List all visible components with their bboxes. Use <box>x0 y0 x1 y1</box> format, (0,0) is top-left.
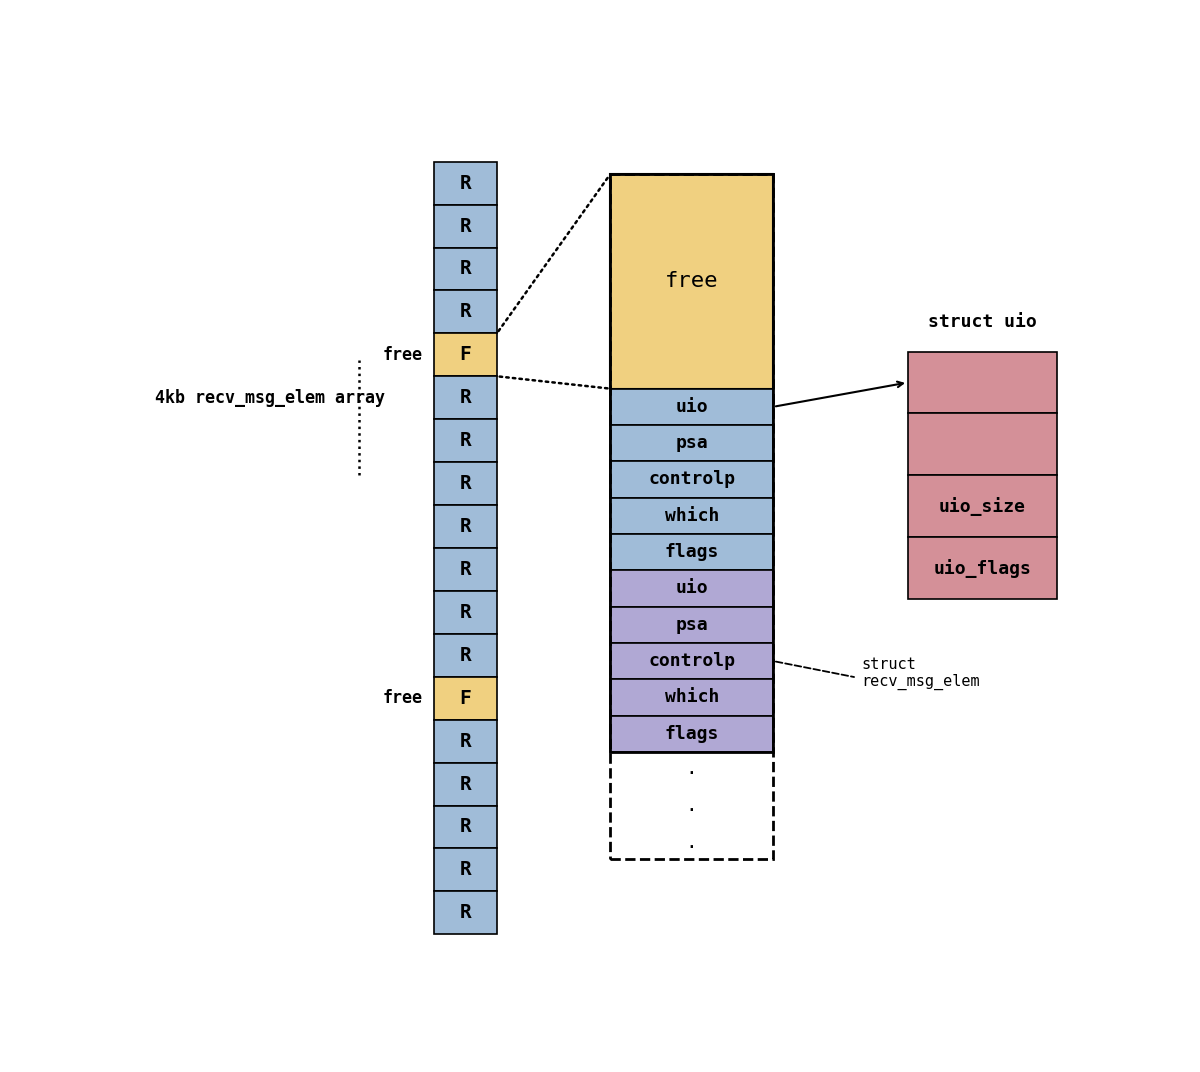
Bar <box>433 591 497 634</box>
Text: free: free <box>383 689 422 708</box>
Text: R: R <box>460 602 472 622</box>
Bar <box>433 848 497 891</box>
Text: R: R <box>460 217 472 236</box>
Text: controlp: controlp <box>648 471 736 489</box>
Bar <box>611 425 773 461</box>
Text: controlp: controlp <box>648 652 736 670</box>
Bar <box>611 174 773 859</box>
Text: R: R <box>460 775 472 793</box>
Text: which: which <box>665 688 719 706</box>
Text: R: R <box>460 431 472 450</box>
Bar <box>433 548 497 591</box>
Text: free: free <box>383 346 422 363</box>
Bar <box>611 643 773 680</box>
Text: free: free <box>665 271 719 292</box>
Text: 4kb recv_msg_elem array: 4kb recv_msg_elem array <box>155 389 385 406</box>
Bar <box>433 462 497 505</box>
Text: struct
recv_msg_elem: struct recv_msg_elem <box>862 657 980 690</box>
Bar <box>611 174 773 389</box>
Text: uio_size: uio_size <box>938 496 1026 516</box>
Bar <box>433 719 497 762</box>
Bar <box>433 205 497 248</box>
Text: R: R <box>460 474 472 493</box>
Bar <box>611 389 773 425</box>
Bar <box>433 891 497 935</box>
Text: R: R <box>460 645 472 665</box>
Bar <box>433 333 497 376</box>
Text: R: R <box>460 174 472 193</box>
Bar <box>611 534 773 570</box>
Text: F: F <box>460 688 472 708</box>
Bar <box>433 248 497 291</box>
Bar <box>433 505 497 548</box>
Bar <box>611 497 773 534</box>
Bar <box>433 805 497 848</box>
Bar <box>908 537 1057 599</box>
Text: R: R <box>460 731 472 750</box>
Bar <box>433 291 497 333</box>
Text: R: R <box>460 861 472 879</box>
Text: uio: uio <box>676 398 708 416</box>
Bar <box>611 680 773 715</box>
Text: R: R <box>460 904 472 922</box>
Text: uio_flags: uio_flags <box>934 559 1031 578</box>
Text: R: R <box>460 388 472 407</box>
Text: R: R <box>460 517 472 536</box>
Bar <box>908 352 1057 414</box>
Bar <box>611 715 773 751</box>
Bar <box>433 676 497 719</box>
Bar <box>433 162 497 205</box>
Bar <box>433 376 497 419</box>
Text: psa: psa <box>676 434 708 452</box>
Text: uio: uio <box>676 579 708 597</box>
Text: psa: psa <box>676 615 708 634</box>
Text: R: R <box>460 259 472 279</box>
Bar <box>433 419 497 462</box>
Bar <box>611 607 773 643</box>
Text: F: F <box>460 345 472 364</box>
Text: R: R <box>460 560 472 579</box>
Text: flags: flags <box>665 725 719 743</box>
Text: R: R <box>460 818 472 836</box>
Bar <box>433 634 497 676</box>
Bar <box>433 762 497 805</box>
Bar <box>611 461 773 497</box>
Text: R: R <box>460 302 472 322</box>
Bar <box>611 570 773 607</box>
Bar <box>908 414 1057 475</box>
Bar <box>908 475 1057 537</box>
Text: which: which <box>665 507 719 525</box>
Text: .
.
.: . . . <box>686 759 697 852</box>
Text: struct uio: struct uio <box>928 313 1037 331</box>
Text: flags: flags <box>665 544 719 561</box>
Bar <box>611 174 773 751</box>
